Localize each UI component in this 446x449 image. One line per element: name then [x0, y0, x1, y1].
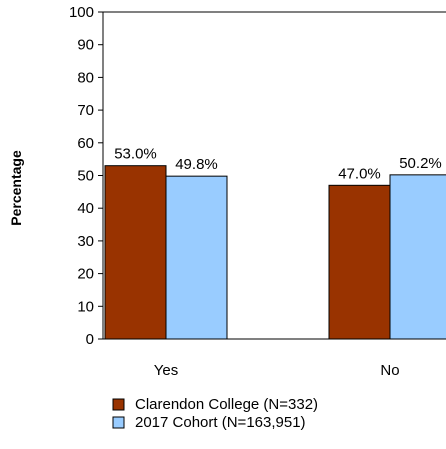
bar-clarendon-no — [328, 184, 391, 340]
x-tick-label-no: No — [380, 362, 399, 379]
y-tick-label: 30 — [77, 233, 94, 250]
bar-cohort-yes — [165, 175, 228, 340]
legend-swatch-cohort — [112, 416, 125, 429]
data-label: 50.2% — [399, 155, 442, 172]
data-label: 47.0% — [338, 165, 381, 182]
bar-cohort-no — [389, 174, 446, 340]
x-tick-label-yes: Yes — [154, 362, 178, 379]
plot-area: 0 10 20 30 40 50 60 70 80 90 100 53.0% 49.8% Yes 47.0%… — [69, 4, 446, 379]
y-tick-label: 0 — [86, 331, 94, 348]
y-tick-label: 20 — [77, 266, 94, 283]
y-tick-label: 10 — [77, 298, 94, 315]
y-tick-label: 70 — [77, 102, 94, 119]
y-tick-label: 100 — [69, 4, 94, 21]
y-tick-label: 90 — [77, 37, 94, 54]
y-tick-label: 80 — [77, 69, 94, 86]
legend: Clarendon College (N=332)2017 Cohort (N=… — [112, 396, 318, 431]
y-tick-label: 60 — [77, 135, 94, 152]
bar-clarendon-yes — [104, 165, 167, 340]
legend-swatch-clarendon — [112, 398, 125, 411]
y-tick-label: 40 — [77, 200, 94, 217]
y-axis-label: Percentage — [8, 150, 24, 226]
legend-label-clarendon: Clarendon College (N=332) — [135, 396, 318, 413]
data-label: 49.8% — [175, 156, 218, 173]
y-tick-label: 50 — [77, 168, 94, 185]
legend-label-cohort: 2017 Cohort (N=163,951) — [135, 414, 306, 431]
data-label: 53.0% — [114, 146, 157, 163]
